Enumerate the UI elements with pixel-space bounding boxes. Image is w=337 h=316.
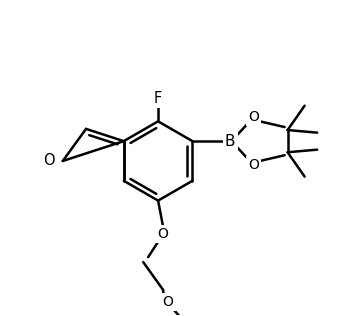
Text: O: O [248,110,259,125]
Text: O: O [248,158,259,172]
Text: B: B [225,134,235,149]
Text: O: O [158,227,168,241]
Text: O: O [43,154,55,168]
Text: F: F [154,91,162,106]
Text: O: O [162,295,174,309]
